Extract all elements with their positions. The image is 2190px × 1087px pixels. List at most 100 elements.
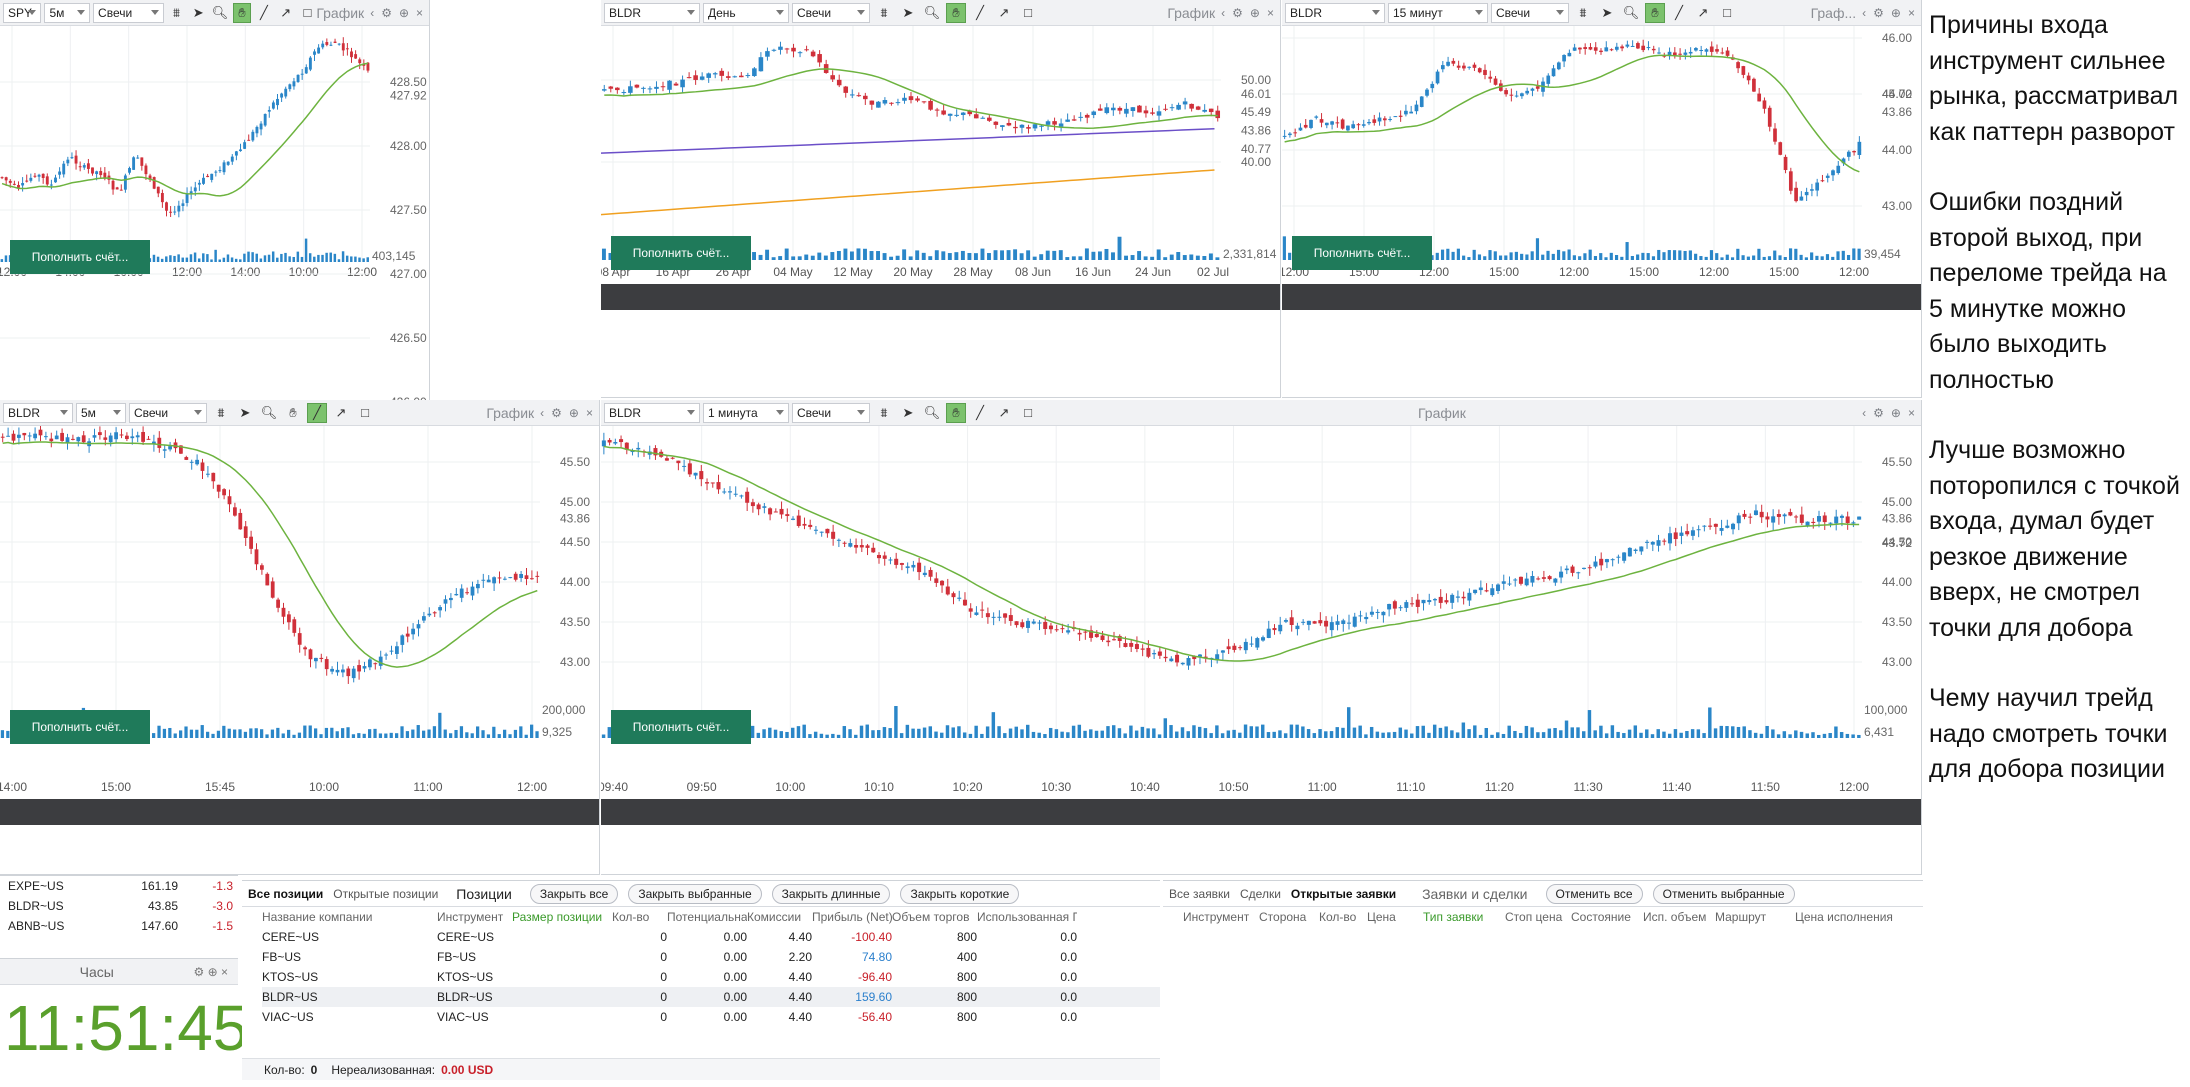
topup-account-button[interactable]: Пополнить счёт...: [1292, 236, 1432, 270]
arrow-tool-icon[interactable]: ↗: [280, 4, 292, 20]
symbol-select[interactable]: BLDR: [3, 402, 73, 423]
close-icon[interactable]: ×: [1266, 5, 1274, 20]
cursor-icon[interactable]: ➤: [239, 404, 251, 420]
orders-action-button[interactable]: Отменить все: [1545, 883, 1643, 904]
watchlist-row[interactable]: BLDR~US 43.85 -3.0: [0, 896, 238, 916]
line-tool-icon[interactable]: ╱: [976, 404, 984, 420]
cursor-icon[interactable]: ➤: [902, 4, 914, 20]
watchlist-row[interactable]: EXPE~US 161.19 -1.3: [0, 876, 238, 896]
zoom-icon[interactable]: 🔍︎: [211, 4, 229, 20]
chart-type-select[interactable]: Свечи: [129, 402, 207, 423]
gear-icon[interactable]: ⚙: [1232, 5, 1243, 20]
indicators-icon[interactable]: ⩩: [880, 404, 888, 420]
hand-icon[interactable]: ✋︎: [946, 2, 966, 23]
frame-icon[interactable]: □: [361, 405, 369, 420]
zoom-icon[interactable]: 🔍︎: [1622, 4, 1640, 20]
topup-account-button[interactable]: Пополнить счёт...: [611, 236, 751, 270]
time-navigator[interactable]: [1282, 284, 1921, 310]
time-navigator[interactable]: [601, 284, 1280, 310]
line-tool-icon[interactable]: ╱: [1675, 4, 1683, 20]
chart-type-select[interactable]: Свечи: [93, 2, 164, 23]
interval-select[interactable]: 5м: [76, 402, 126, 423]
hand-icon[interactable]: ✋︎: [289, 404, 297, 420]
cursor-icon[interactable]: ➤: [1601, 4, 1613, 20]
chart-type-select[interactable]: Свечи: [1491, 2, 1569, 23]
orders-tab[interactable]: Все заявки: [1169, 886, 1231, 901]
close-icon[interactable]: ×: [585, 405, 593, 420]
column-header[interactable]: Маршрут: [1715, 910, 1767, 924]
gear-icon[interactable]: ⚙: [1873, 5, 1884, 20]
close-icon[interactable]: ×: [416, 5, 424, 20]
frame-icon[interactable]: □: [1024, 405, 1032, 420]
positions-tab[interactable]: Открытые позиции: [333, 886, 439, 901]
symbol-select[interactable]: BLDR: [604, 2, 700, 23]
positions-action-button[interactable]: Закрыть выбранные: [628, 883, 762, 904]
pin-icon[interactable]: ⊕: [1890, 5, 1901, 20]
interval-select[interactable]: 15 минут: [1388, 2, 1488, 23]
hand-icon[interactable]: ✋︎: [1645, 2, 1665, 23]
frame-icon[interactable]: □: [1024, 5, 1032, 20]
positions-action-button[interactable]: Закрыть все: [529, 883, 619, 904]
chart-type-select[interactable]: Свечи: [792, 2, 870, 23]
zoom-icon[interactable]: 🔍︎: [260, 404, 278, 420]
collapse-icon[interactable]: ‹: [540, 405, 545, 420]
indicators-icon[interactable]: ⩩: [880, 4, 888, 20]
indicators-icon[interactable]: ⩩: [217, 404, 225, 420]
table-row[interactable]: FB~US FB~US 0 0.00 2.20 74.80 400 0.0: [262, 947, 1160, 967]
gear-icon[interactable]: ⚙ ⊕ ×: [193, 964, 229, 979]
gear-icon[interactable]: ⚙: [551, 405, 562, 420]
table-row[interactable]: VIAC~US VIAC~US 0 0.00 4.40 -56.40 800 0.0: [262, 1007, 1160, 1027]
pin-icon[interactable]: ⊕: [398, 5, 410, 20]
topup-account-button[interactable]: Пополнить счёт...: [611, 710, 751, 744]
frame-icon[interactable]: □: [1723, 5, 1731, 20]
cursor-icon[interactable]: ➤: [902, 404, 914, 420]
gear-icon[interactable]: ⚙: [381, 5, 392, 20]
orders-action-button[interactable]: Отменить выбранные: [1652, 883, 1795, 904]
column-header[interactable]: Цена исполнения: [1795, 910, 1893, 924]
column-header[interactable]: Потенциальная: [667, 910, 747, 924]
interval-select[interactable]: 1 минута: [703, 402, 789, 423]
column-header[interactable]: Инструмент: [437, 910, 504, 924]
column-header[interactable]: Объем торгов: [892, 910, 970, 924]
symbol-select[interactable]: SPY: [3, 2, 42, 23]
time-navigator[interactable]: [601, 799, 1921, 825]
column-header[interactable]: Исп. объем: [1643, 910, 1707, 924]
arrow-tool-icon[interactable]: ↗: [998, 404, 1010, 420]
interval-select[interactable]: День: [703, 2, 789, 23]
arrow-tool-icon[interactable]: ↗: [335, 404, 347, 420]
pin-icon[interactable]: ⊕: [1249, 5, 1260, 20]
indicators-icon[interactable]: ⩩: [1579, 4, 1587, 20]
zoom-icon[interactable]: 🔍︎: [923, 4, 941, 20]
price-chart[interactable]: 12:0015:0012:0015:0012:0015:0012:0015:00…: [1282, 26, 1922, 398]
column-header[interactable]: Комиссии: [747, 910, 802, 924]
close-icon[interactable]: ×: [1907, 405, 1915, 420]
positions-action-button[interactable]: Закрыть длинные: [771, 883, 891, 904]
column-header[interactable]: Использованная ПС: [977, 910, 1077, 924]
arrow-tool-icon[interactable]: ↗: [998, 4, 1010, 20]
pin-icon[interactable]: ⊕: [568, 405, 579, 420]
cursor-icon[interactable]: ➤: [192, 4, 204, 20]
symbol-select[interactable]: BLDR: [1285, 2, 1385, 23]
line-tool-icon[interactable]: ╱: [976, 4, 984, 20]
column-header[interactable]: Размер позиции: [512, 910, 603, 924]
table-row[interactable]: BLDR~US BLDR~US 0 0.00 4.40 159.60 800 0.0: [262, 987, 1160, 1007]
orders-tab[interactable]: Открытые заявки: [1290, 886, 1397, 901]
orders-tab[interactable]: Сделки: [1240, 886, 1281, 901]
column-header[interactable]: Тип заявки: [1423, 910, 1484, 924]
symbol-select[interactable]: BLDR: [604, 402, 700, 423]
collapse-icon[interactable]: ‹: [1221, 5, 1226, 20]
collapse-icon[interactable]: ‹: [1862, 405, 1867, 420]
interval-select[interactable]: 5м: [44, 2, 91, 23]
table-row[interactable]: CERE~US CERE~US 0 0.00 4.40 -100.40 800 0.0: [262, 927, 1160, 947]
column-header[interactable]: Кол-во: [612, 910, 650, 924]
column-header[interactable]: Кол-во: [1319, 910, 1357, 924]
positions-action-button[interactable]: Закрыть короткие: [900, 883, 1020, 904]
gear-icon[interactable]: ⚙: [1873, 405, 1884, 420]
column-header[interactable]: Состояние: [1571, 910, 1631, 924]
topup-account-button[interactable]: Пополнить счёт...: [10, 240, 150, 274]
hand-icon[interactable]: ✋︎: [946, 402, 966, 423]
column-header[interactable]: Инструмент: [1183, 910, 1250, 924]
topup-account-button[interactable]: Пополнить счёт...: [10, 710, 150, 744]
collapse-icon[interactable]: ‹: [1862, 5, 1867, 20]
